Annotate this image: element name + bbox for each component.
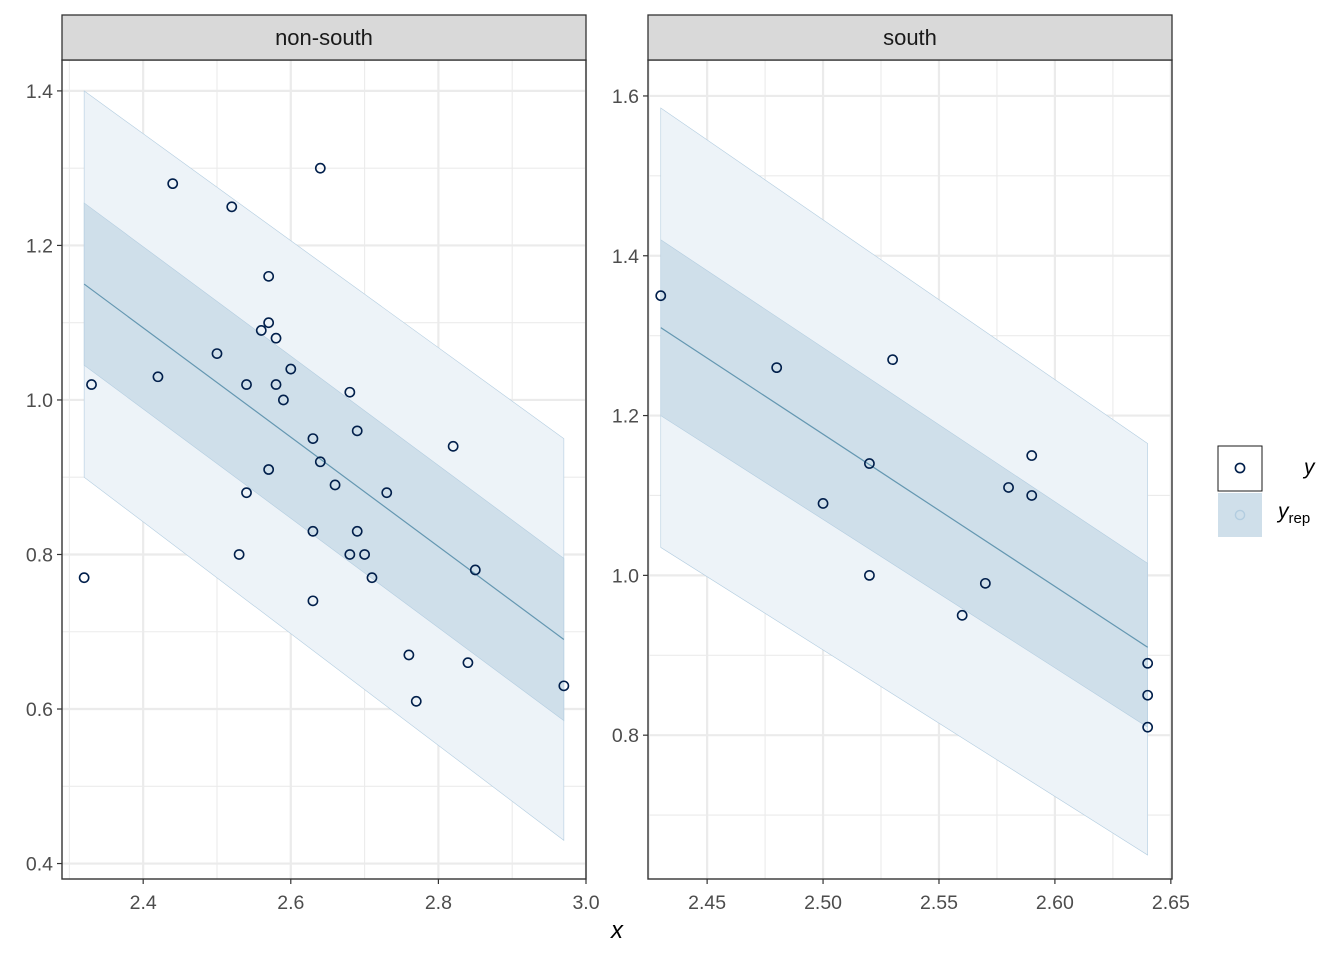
- data-point: [314, 162, 326, 174]
- data-point: [270, 332, 282, 344]
- data-point: [255, 325, 267, 336]
- y-tick-label: 0.6: [26, 699, 53, 721]
- legend-label-yrep: yrep: [1276, 500, 1310, 527]
- x-tick-label: 2.45: [688, 892, 726, 914]
- legend-key-yrep: [1218, 493, 1262, 537]
- data-point: [887, 354, 899, 366]
- data-point: [285, 363, 297, 375]
- data-point: [307, 595, 319, 607]
- y-tick-label: 1.2: [26, 235, 53, 257]
- data-point: [233, 549, 245, 560]
- data-point: [864, 458, 875, 469]
- facet-strip-label: south: [883, 25, 937, 50]
- data-point: [263, 464, 275, 475]
- data-point: [344, 549, 356, 560]
- data-point: [381, 487, 393, 499]
- legend-label-y: y: [1302, 456, 1316, 479]
- data-point: [1142, 689, 1154, 701]
- data-point: [655, 290, 667, 302]
- data-point: [314, 456, 326, 468]
- data-point: [1026, 490, 1038, 501]
- data-point: [329, 479, 341, 491]
- data-point: [86, 379, 97, 390]
- x-tick-label: 2.8: [425, 892, 452, 914]
- data-point: [447, 440, 459, 452]
- data-point: [771, 362, 783, 374]
- data-point: [558, 680, 570, 692]
- legend-label-yrep-sub: rep: [1289, 510, 1311, 527]
- y-tick-label: 1.4: [612, 246, 639, 268]
- y-tick-label: 1.2: [612, 406, 639, 428]
- data-point: [1142, 721, 1154, 733]
- median-line: [660, 327, 1148, 648]
- data-point: [167, 178, 179, 190]
- y-tick-label: 1.0: [612, 565, 639, 587]
- data-point: [263, 270, 275, 282]
- data-point: [1142, 657, 1154, 669]
- y-tick-label: 1.0: [26, 390, 53, 412]
- data-point: [241, 379, 252, 390]
- data-point: [344, 386, 356, 398]
- data-point: [979, 577, 991, 589]
- x-tick-label: 2.50: [804, 892, 842, 914]
- data-point: [410, 695, 422, 707]
- data-point: [152, 371, 164, 383]
- data-point: [1003, 482, 1014, 493]
- x-tick-label: 2.60: [1036, 892, 1074, 914]
- y-tick-label: 0.8: [612, 725, 639, 747]
- data-point: [1026, 450, 1038, 461]
- x-tick-label: 2.6: [277, 892, 304, 914]
- data-point: [351, 525, 363, 537]
- data-point: [307, 433, 319, 444]
- panel-non-south: non-south 2.4 2.6 2.8 3.0 0.4 0.6 0.8 1.0 1.2 1.4: [26, 14, 600, 914]
- data-point: [278, 394, 289, 406]
- data-point: [956, 609, 968, 621]
- data-point: [270, 379, 282, 390]
- x-axis-title: x: [610, 917, 624, 944]
- data-point: [241, 487, 252, 499]
- data-point: [359, 549, 370, 560]
- x-tick-label: 2.55: [920, 892, 958, 914]
- inner-interval-band: [660, 239, 1148, 728]
- data-point: [263, 317, 275, 329]
- data-point: [366, 572, 378, 584]
- data-point: [469, 564, 481, 576]
- facet-strip-label: non-south: [275, 25, 373, 50]
- x-tick-label: 2.65: [1152, 892, 1190, 914]
- x-tick-label: 3.0: [572, 892, 599, 914]
- data-point: [817, 498, 829, 509]
- y-tick-label: 0.8: [26, 544, 53, 566]
- legend-point-yrep: [1234, 509, 1246, 521]
- data-point: [211, 348, 223, 360]
- data-point: [307, 525, 319, 537]
- legend-label-yrep-main: y: [1276, 500, 1290, 523]
- data-point: [351, 425, 363, 437]
- legend-point-y: [1234, 462, 1246, 474]
- data-point: [403, 649, 415, 661]
- median-line: [83, 283, 565, 640]
- panel-south: south 2.45 2.50 2.55 2.60 2.65 0.8 1.0 1.2 1.4 1.6: [612, 14, 1190, 914]
- y-tick-label: 1.6: [612, 86, 639, 108]
- data-point: [462, 657, 474, 669]
- data-point: [226, 201, 238, 213]
- x-tick-label: 2.4: [130, 892, 157, 914]
- data-point: [78, 572, 90, 584]
- y-tick-label: 1.4: [26, 81, 53, 103]
- facet-strip: [61, 14, 587, 61]
- legend-key-y: [1217, 445, 1263, 492]
- y-tick-label: 0.4: [26, 854, 53, 876]
- data-point: [864, 569, 875, 581]
- facet-strip: [647, 14, 1173, 61]
